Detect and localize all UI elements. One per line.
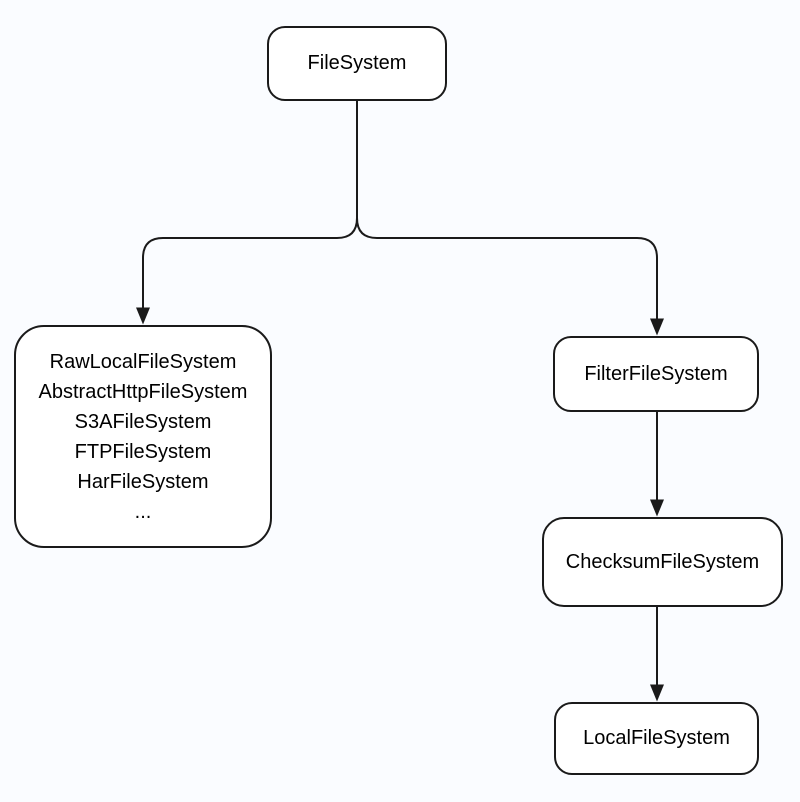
list-item: S3AFileSystem [75,407,212,437]
node-filterfilesystem: FilterFileSystem [553,336,759,412]
node-filesystem-label: FileSystem [308,52,407,75]
node-filterfilesystem-label: FilterFileSystem [584,363,727,386]
list-item: AbstractHttpFileSystem [39,377,248,407]
node-checksumfilesystem-label: ChecksumFileSystem [566,551,759,574]
node-localfilesystem: LocalFileSystem [554,702,759,775]
list-item: ... [135,497,152,527]
edge-root-to-left [143,101,357,316]
list-item: FTPFileSystem [75,437,212,467]
node-filesystem: FileSystem [267,26,447,101]
node-subclass-list: RawLocalFileSystem AbstractHttpFileSyste… [14,325,272,548]
list-item: RawLocalFileSystem [50,347,237,377]
node-localfilesystem-label: LocalFileSystem [583,727,730,750]
node-checksumfilesystem: ChecksumFileSystem [542,517,783,607]
edge-root-to-filter [357,101,657,327]
list-item: HarFileSystem [77,467,208,497]
